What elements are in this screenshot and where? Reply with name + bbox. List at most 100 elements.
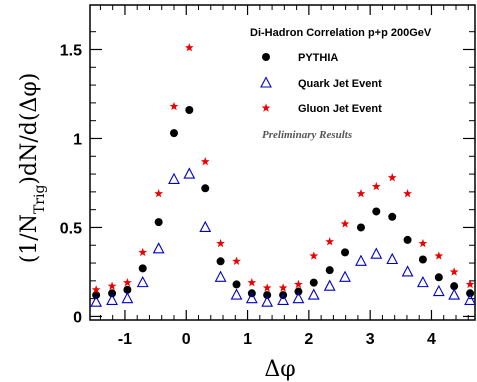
data-point-series-0 bbox=[138, 264, 147, 273]
data-point-series-1 bbox=[261, 295, 274, 307]
data-point-series-1 bbox=[323, 279, 336, 291]
data-point-series-2 bbox=[278, 283, 288, 292]
x-tick-label: 2 bbox=[304, 331, 313, 348]
x-tick-label: 4 bbox=[427, 331, 436, 348]
data-point-series-0 bbox=[434, 273, 443, 282]
y-axis-title-subscript: Trig bbox=[32, 185, 48, 215]
y-tick-label: 0.5 bbox=[60, 220, 82, 237]
legend-label-pythia: PYTHIA bbox=[298, 52, 338, 64]
data-point-series-1 bbox=[277, 293, 290, 305]
data-point-series-2 bbox=[309, 251, 319, 260]
y-tick-label: 1 bbox=[73, 131, 82, 148]
y-axis-title-prefix: (1/N bbox=[17, 214, 42, 263]
data-point-series-0 bbox=[418, 255, 427, 264]
data-point-series-2 bbox=[340, 219, 350, 228]
data-point-series-0 bbox=[325, 266, 334, 275]
data-point-series-0 bbox=[356, 223, 365, 232]
data-point-series-0 bbox=[123, 285, 132, 294]
x-tick-label: -1 bbox=[118, 331, 132, 348]
data-point-series-0 bbox=[232, 280, 241, 289]
data-point-series-0 bbox=[201, 184, 210, 193]
data-point-series-0 bbox=[108, 289, 117, 298]
data-point-series-2 bbox=[262, 283, 272, 292]
data-point-series-2 bbox=[465, 279, 475, 289]
x-tick-label: 0 bbox=[182, 331, 191, 348]
data-point-series-2 bbox=[403, 189, 412, 198]
data-point-series-0 bbox=[372, 207, 381, 216]
preliminary-annotation: Preliminary Results bbox=[262, 129, 352, 141]
data-point-series-0 bbox=[294, 287, 303, 296]
data-point-series-1 bbox=[199, 220, 212, 233]
data-point-series-1 bbox=[292, 291, 305, 304]
data-point-series-0 bbox=[169, 129, 178, 138]
y-axis-title-suffix: )dN/d(Δφ) bbox=[17, 73, 42, 185]
data-point-series-2 bbox=[371, 181, 381, 191]
data-point-series-2 bbox=[325, 237, 335, 246]
data-point-series-0 bbox=[466, 289, 475, 298]
data-point-series-2 bbox=[184, 43, 194, 52]
y-tick-label: 0 bbox=[73, 309, 82, 326]
data-point-series-2 bbox=[169, 101, 179, 111]
data-point-series-2 bbox=[216, 238, 225, 248]
data-point-series-2 bbox=[91, 285, 101, 294]
legend: PYTHIA Quark Jet Event Gluon Jet Event bbox=[260, 52, 382, 115]
data-point-series-0 bbox=[263, 291, 272, 300]
data-point-series-2 bbox=[200, 157, 210, 166]
data-point-series-0 bbox=[403, 235, 412, 244]
data-point-series-2 bbox=[294, 279, 303, 289]
data-point-series-1 bbox=[214, 270, 227, 282]
data-point-series-1 bbox=[339, 270, 351, 282]
data-point-series-1 bbox=[448, 288, 461, 300]
data-point-series-0 bbox=[154, 218, 163, 227]
data-point-series-1 bbox=[464, 293, 477, 305]
data-point-series-1 bbox=[355, 254, 367, 266]
data-point-series-1 bbox=[416, 275, 429, 288]
x-axis-title: Δφ bbox=[264, 357, 295, 382]
axis-ticks: -1 0 1 2 3 4 0 0.5 1 1.5 bbox=[60, 5, 475, 348]
data-point-series-1 bbox=[106, 293, 118, 305]
plot-border bbox=[89, 4, 476, 321]
data-point-series-0 bbox=[450, 282, 459, 291]
data-point-series-1 bbox=[432, 284, 445, 297]
data-point-series-2 bbox=[123, 278, 132, 287]
data-point-series-0 bbox=[309, 278, 318, 287]
data-point-series-2 bbox=[449, 267, 459, 276]
data-point-series-0 bbox=[388, 212, 397, 221]
data-point-series-2 bbox=[247, 278, 257, 287]
y-tick-label: 1.5 bbox=[60, 42, 82, 59]
data-point-series-1 bbox=[168, 172, 180, 184]
data-point-series-2 bbox=[107, 281, 117, 290]
data-marks bbox=[90, 43, 477, 307]
data-point-series-1 bbox=[401, 265, 414, 277]
data-point-series-1 bbox=[245, 291, 258, 304]
chart-title: Di-Hadron Correlation p+p 200GeV bbox=[250, 27, 432, 39]
data-point-series-0 bbox=[185, 106, 194, 114]
data-point-series-0 bbox=[92, 291, 101, 300]
data-point-series-1 bbox=[370, 247, 383, 259]
legend-marker-series-2 bbox=[261, 103, 271, 112]
x-tick-label: 3 bbox=[366, 331, 375, 348]
y-axis-title: (1/NTrig)dN/d(Δφ) bbox=[17, 73, 48, 264]
data-point-series-1 bbox=[90, 295, 103, 307]
data-point-series-2 bbox=[138, 247, 148, 257]
legend-markers bbox=[260, 53, 272, 112]
x-tick-label: 1 bbox=[243, 331, 252, 348]
data-point-series-0 bbox=[216, 257, 225, 266]
legend-label-quark: Quark Jet Event bbox=[298, 78, 382, 90]
data-point-series-1 bbox=[386, 252, 399, 265]
data-point-series-1 bbox=[230, 288, 243, 300]
data-point-series-2 bbox=[418, 238, 428, 248]
data-point-series-2 bbox=[232, 256, 241, 265]
data-point-series-1 bbox=[307, 288, 320, 300]
data-point-series-0 bbox=[341, 248, 350, 257]
legend-marker-series-0 bbox=[262, 53, 270, 61]
data-point-series-1 bbox=[183, 167, 196, 179]
plot-frame bbox=[89, 4, 476, 321]
data-point-series-1 bbox=[136, 275, 149, 288]
data-point-series-2 bbox=[434, 251, 444, 260]
legend-label-gluon: Gluon Jet Event bbox=[298, 103, 382, 115]
data-point-series-1 bbox=[152, 242, 165, 254]
data-point-series-2 bbox=[154, 189, 164, 198]
data-point-series-2 bbox=[356, 189, 366, 198]
